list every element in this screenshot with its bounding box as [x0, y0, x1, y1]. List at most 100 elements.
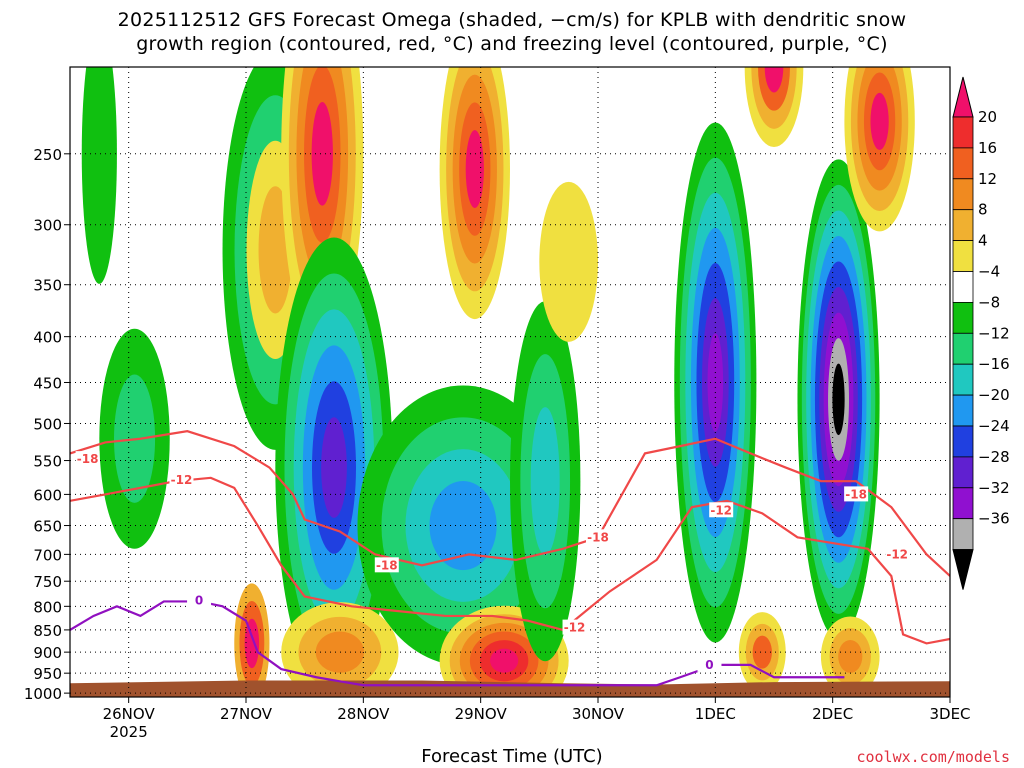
colorbar-label-11: −28 [978, 448, 1010, 466]
freezing-level-contour [70, 600, 845, 687]
x-tick-label-1: 27NOV [220, 705, 273, 723]
y-tick-label-12: 850 [33, 622, 62, 640]
x-tick-label-5: 1DEC [695, 705, 736, 723]
x-tick-label-4: 30NOV [572, 705, 625, 723]
omega-cell-11-4 [870, 92, 889, 150]
chart-subtitle: growth region (contoured, red, °C) and f… [136, 33, 888, 55]
label-minus18-b: -12 [169, 471, 194, 487]
svg-text:-18: -18 [376, 558, 398, 572]
colorbar-swatch-10 [952, 394, 974, 427]
y-tick-label-7: 600 [33, 486, 62, 504]
svg-text:0: 0 [705, 658, 713, 672]
colorbar-label-2: 12 [978, 170, 997, 188]
colorbar-swatch-3 [952, 178, 974, 211]
colorbar-label-7: −12 [978, 324, 1010, 342]
colorbar-label-0: 20 [978, 108, 997, 126]
colorbar-label-1: 16 [978, 139, 997, 157]
colorbar-label-3: 8 [978, 201, 988, 219]
terrain-layer [70, 680, 950, 697]
svg-text:-12: -12 [710, 503, 732, 517]
label-minus12-b: -12 [709, 502, 734, 518]
colorbar: 20 16 12 8 4 −4 −8 −12 −16 −20 −24 −28 −32 −36 [952, 76, 1010, 590]
x-axis-label: Forecast Time (UTC) [421, 746, 603, 767]
svg-text:-12: -12 [564, 621, 586, 635]
terrain-fill [70, 680, 950, 697]
omega-cell-14-2 [838, 639, 863, 673]
label-minus18-c: -18 [374, 557, 399, 573]
x-tick-label-3: 29NOV [455, 705, 508, 723]
omega-cell-1-4 [311, 101, 333, 206]
label-minus12-a: -12 [562, 619, 587, 635]
y-tick-label-6: 550 [33, 453, 62, 471]
y-tick-label-14: 950 [33, 665, 62, 683]
y-tick-label-0: 250 [33, 146, 62, 164]
colorbar-swatch-9 [952, 363, 974, 396]
y-tick-label-10: 750 [33, 573, 62, 591]
y-tick-label-3: 400 [33, 329, 62, 347]
colorbar-swatch-2 [952, 147, 974, 180]
credit-text: coolwx.com/models [856, 748, 1010, 766]
colorbar-swatch-4 [952, 209, 974, 241]
colorbar-top-arrow [952, 76, 974, 118]
colorbar-label-9: −20 [978, 386, 1010, 404]
y-tick-label-2: 350 [33, 277, 62, 295]
colorbar-label-13: −36 [978, 510, 1010, 528]
svg-text:-18: -18 [77, 452, 99, 466]
omega-cell-13-2 [752, 635, 772, 669]
y-tick-label-15: 1000 [24, 685, 62, 703]
svg-text:-18: -18 [845, 487, 867, 501]
x-tick-label-0: 26NOV [103, 705, 156, 723]
label-minus18-a: -18 [75, 451, 100, 467]
x-tick-sublabel-0: 2025 [110, 723, 148, 741]
omega-cell-17-0 [539, 181, 599, 342]
label-minus18-d: -18 [586, 529, 610, 545]
label-freezing-b: 0 [697, 656, 722, 672]
omega-cell-8-2 [530, 407, 560, 556]
colorbar-label-12: −32 [978, 479, 1010, 497]
y-tick-label-4: 450 [33, 374, 62, 392]
colorbar-swatch-7 [952, 301, 974, 334]
omega-cell-12-3 [764, 67, 784, 93]
label-freezing-a: 0 [187, 592, 212, 608]
y-tick-label-8: 650 [33, 518, 62, 536]
omega-cell-4-3 [429, 480, 497, 571]
grid-lines [70, 67, 950, 697]
x-tick-label-2: 28NOV [337, 705, 390, 723]
y-tick-label-9: 700 [33, 546, 62, 564]
colorbar-swatch-5 [952, 240, 974, 272]
colorbar-swatch-6 [952, 271, 974, 303]
omega-cell-3-4 [465, 130, 484, 208]
svg-text:-12: -12 [171, 473, 193, 487]
y-tick-label-13: 900 [33, 644, 62, 662]
omega-cell-6-2 [315, 631, 365, 673]
colorbar-label-4: 4 [978, 232, 988, 250]
y-axis: 250 300 350 400 450 500 550 600 650 700 750 800 850 9… [24, 146, 70, 703]
y-tick-label-1: 300 [33, 217, 62, 235]
colorbar-swatch-11 [952, 425, 974, 458]
colorbar-swatch-8 [952, 332, 974, 365]
y-tick-label-11: 800 [33, 598, 62, 616]
y-tick-label-5: 500 [33, 415, 62, 433]
colorbar-swatch-13 [952, 487, 974, 520]
omega-cell-10-8 [832, 363, 845, 436]
omega-cell-16-0 [81, 67, 117, 284]
label-minus12-c: -12 [885, 546, 910, 562]
colorbar-label-8: −16 [978, 355, 1010, 373]
svg-text:-18: -18 [587, 530, 609, 544]
colorbar-bottom-arrow [952, 549, 974, 590]
omega-cell-5-5 [490, 648, 519, 673]
dgz-minus18-contour [70, 430, 950, 577]
chart-title: 2025112512 GFS Forecast Omega (shaded, −… [117, 9, 907, 31]
dgz-minus12-contour [70, 476, 950, 645]
omega-cell-2-5 [321, 417, 347, 518]
colorbar-swatch-14 [952, 518, 974, 551]
x-tick-label-6: 2DEC [812, 705, 853, 723]
svg-text:0: 0 [195, 593, 203, 607]
label-minus18-e: -18 [844, 486, 869, 502]
x-tick-label-7: 3DEC [929, 705, 970, 723]
colorbar-swatch-12 [952, 456, 974, 489]
svg-text:-12: -12 [886, 547, 908, 561]
colorbar-label-5: −4 [978, 263, 1000, 281]
